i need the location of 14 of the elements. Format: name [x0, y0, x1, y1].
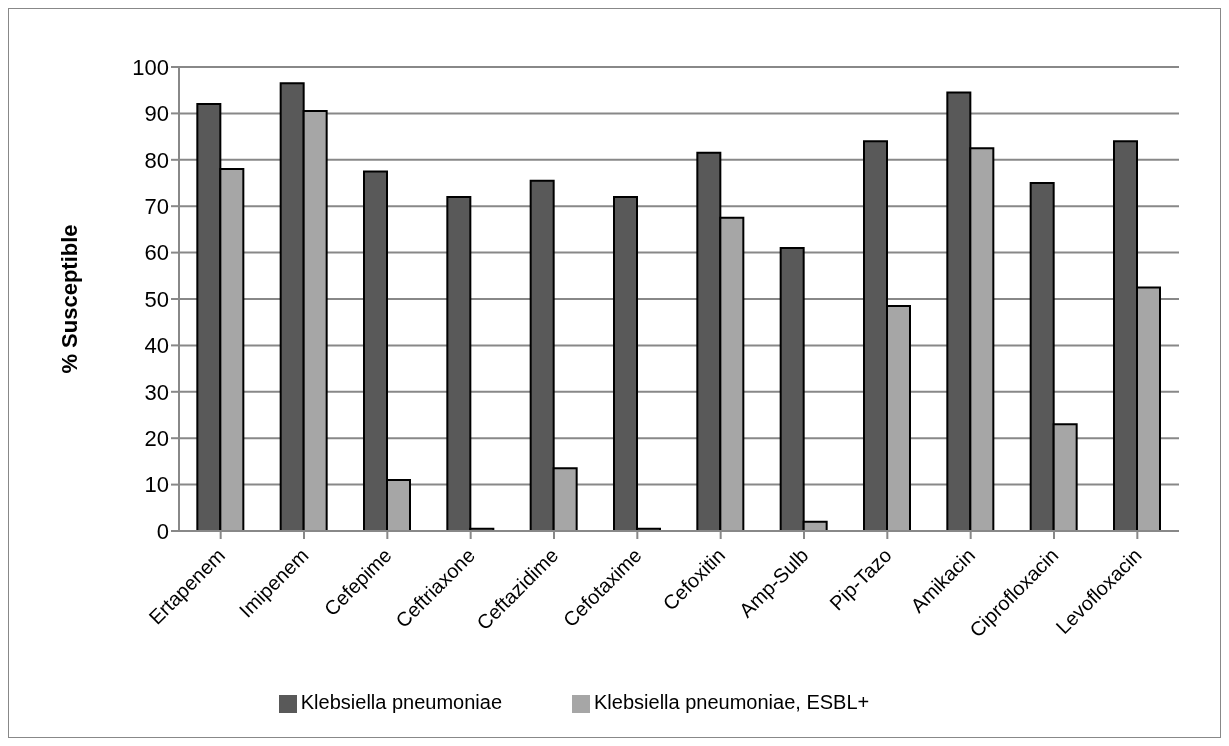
legend-label: Klebsiella pneumoniae	[300, 691, 503, 713]
y-tick-label: 50	[144, 286, 169, 312]
y-tick-label: 100	[132, 54, 169, 80]
y-tick-label: 70	[144, 194, 169, 220]
y-axis-title: % Susceptible	[56, 224, 82, 374]
y-tick-label: 90	[144, 101, 169, 127]
y-tick-label: 20	[144, 426, 169, 452]
y-tick-label: 0	[156, 518, 169, 544]
y-tick-label: 30	[144, 379, 169, 405]
legend-label: Klebsiella pneumoniae, ESBL+	[594, 691, 870, 713]
y-tick-label: 10	[144, 472, 169, 498]
y-tick-label: 40	[144, 333, 169, 359]
y-tick-label: 60	[144, 240, 169, 266]
y-tick-label: 80	[144, 147, 169, 173]
